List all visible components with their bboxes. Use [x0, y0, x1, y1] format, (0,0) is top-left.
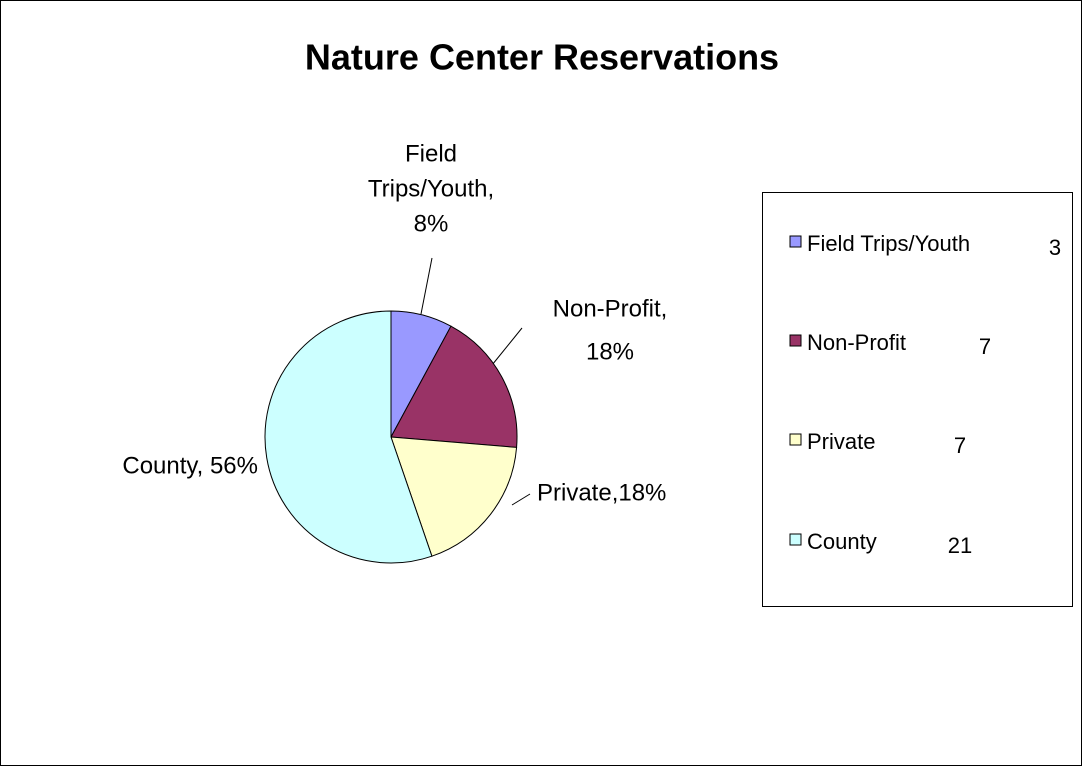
legend-swatch [789, 533, 802, 546]
slice-label: Private,18% [537, 479, 666, 506]
legend-label: Field Trips/Youth [807, 231, 970, 256]
pie-slice [390, 325, 518, 448]
legend-label: County [807, 529, 877, 554]
leader-line [487, 327, 523, 371]
slice-label: Non-Profit, [553, 295, 668, 322]
slice-label: Field [405, 140, 457, 167]
legend-value: 3 [1049, 235, 1061, 260]
pie-slice [264, 310, 433, 564]
slice-label: Trips/Youth, [368, 175, 494, 202]
legend-label: Private [807, 429, 875, 454]
legend-swatch [789, 433, 802, 446]
legend-value: 7 [954, 433, 966, 458]
leader-lines [420, 257, 531, 506]
chart-title: Nature Center Reservations [305, 37, 779, 78]
pie-slice [390, 436, 518, 557]
legend-swatch [789, 235, 802, 248]
leader-line [511, 493, 531, 506]
leader-line [420, 257, 433, 315]
legend-value: 7 [979, 334, 991, 359]
slice-label: 8% [414, 210, 449, 237]
legend-box [762, 192, 1073, 607]
legend-label: Non-Profit [807, 330, 906, 355]
legend-swatch [789, 334, 802, 347]
legend-value: 21 [948, 533, 972, 558]
slice-label: County, 56% [122, 452, 258, 479]
slice-label: 18% [586, 338, 634, 365]
